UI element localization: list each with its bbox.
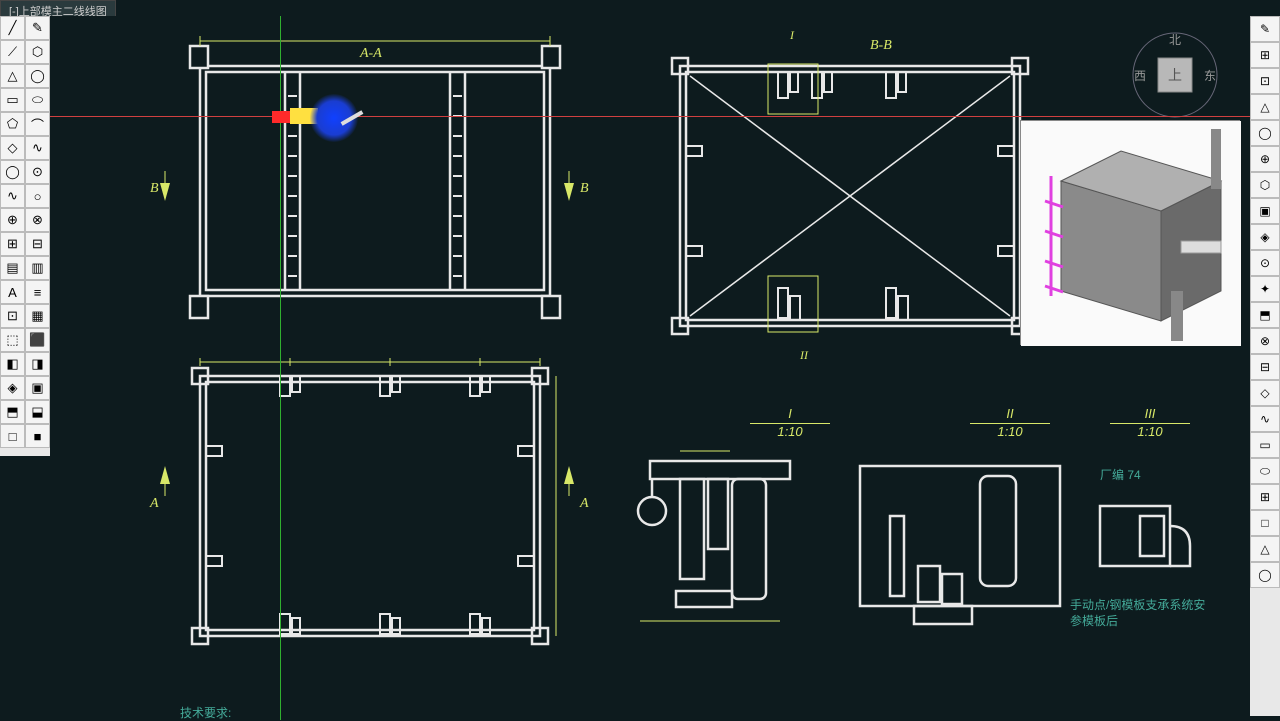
callout-i: I [790, 28, 794, 43]
panel-button[interactable]: ⬒ [1250, 302, 1280, 328]
callout-ii: II [800, 348, 808, 363]
panel-button[interactable]: ⊗ [1250, 328, 1280, 354]
3d-preview[interactable] [1020, 120, 1240, 345]
tool-button[interactable]: ✎ [25, 16, 50, 40]
tool-button[interactable]: ⟋ [0, 40, 25, 64]
tool-button[interactable]: ⊙ [25, 160, 50, 184]
note-d3: 厂编 74 [1100, 466, 1141, 483]
tool-button[interactable]: ⌒ [25, 112, 50, 136]
tool-button[interactable]: ⬓ [25, 400, 50, 424]
panel-button[interactable]: ◯ [1250, 562, 1280, 588]
detail-1 [620, 441, 820, 641]
tool-button[interactable]: ▤ [0, 256, 25, 280]
tool-button[interactable]: ⊟ [25, 232, 50, 256]
plan-view [180, 356, 560, 666]
panel-button[interactable]: ∿ [1250, 406, 1280, 432]
draw-toolbar: ╱✎⟋⬡△◯▭⬭⬠⌒◇∿◯⊙∿○⊕⊗⊞⊟▤▥A≡⊡▦⬚⬛◧◨◈▣⬒⬓□■ [0, 16, 50, 456]
crosshair-h [50, 116, 1250, 117]
panel-button[interactable]: ⬭ [1250, 458, 1280, 484]
tool-button[interactable]: ◧ [0, 352, 25, 376]
detail-3 [1090, 476, 1220, 586]
tool-button[interactable]: ≡ [25, 280, 50, 304]
tool-button[interactable]: ◈ [0, 376, 25, 400]
arrow-a-right: A [580, 496, 589, 512]
tool-button[interactable]: ◨ [25, 352, 50, 376]
tool-button[interactable]: ◯ [25, 64, 50, 88]
tool-button[interactable]: ⊕ [0, 208, 25, 232]
tech-req: 技术要求: [180, 704, 231, 721]
panel-button[interactable]: △ [1250, 94, 1280, 120]
grip-marker [272, 111, 290, 123]
panel-button[interactable]: ✎ [1250, 16, 1280, 42]
panel-button[interactable]: ⊙ [1250, 250, 1280, 276]
arrow-b-right: B [580, 181, 589, 197]
tool-button[interactable]: A [0, 280, 25, 304]
tool-button[interactable]: ⊞ [0, 232, 25, 256]
label-aa: A-A [360, 46, 382, 62]
section-aa [180, 36, 570, 326]
panel-button[interactable]: ▣ [1250, 198, 1280, 224]
tool-button[interactable]: ⬠ [0, 112, 25, 136]
tool-button[interactable]: △ [0, 64, 25, 88]
svg-text:东: 东 [1204, 69, 1216, 83]
tool-button[interactable]: ⬚ [0, 328, 25, 352]
note-1: 手动点/钢模板支承系统安 [1070, 596, 1205, 613]
detail-2-label: II 1:10 [970, 406, 1050, 439]
arrow-a-left: A [150, 496, 159, 512]
detail-1-label: I 1:10 [750, 406, 830, 439]
tool-button[interactable]: ◇ [0, 136, 25, 160]
panel-button[interactable]: ⊞ [1250, 42, 1280, 68]
tool-button[interactable]: ╱ [0, 16, 25, 40]
label-bb: B-B [870, 38, 892, 54]
panel-button[interactable]: ⊡ [1250, 68, 1280, 94]
viewcube[interactable]: 上 北 东 西 [1130, 30, 1220, 120]
detail-2 [850, 456, 1070, 646]
panel-button[interactable]: ◯ [1250, 120, 1280, 146]
tool-button[interactable]: ■ [25, 424, 50, 448]
panel-button[interactable]: □ [1250, 510, 1280, 536]
svg-text:上: 上 [1168, 67, 1182, 83]
panel-button[interactable]: ◈ [1250, 224, 1280, 250]
tool-button[interactable]: ▦ [25, 304, 50, 328]
section-bb [660, 46, 1040, 346]
panel-button[interactable]: ⊞ [1250, 484, 1280, 510]
panel-button[interactable]: ⊕ [1250, 146, 1280, 172]
tool-button[interactable]: ⬒ [0, 400, 25, 424]
svg-text:北: 北 [1169, 33, 1181, 47]
panel-button[interactable]: ▭ [1250, 432, 1280, 458]
tool-button[interactable]: ⬛ [25, 328, 50, 352]
tool-button[interactable]: ⬡ [25, 40, 50, 64]
tool-button[interactable]: □ [0, 424, 25, 448]
svg-text:西: 西 [1134, 69, 1146, 83]
tool-button[interactable]: ○ [25, 184, 50, 208]
panel-button[interactable]: ⊟ [1250, 354, 1280, 380]
tool-button[interactable]: ∿ [0, 184, 25, 208]
tool-button[interactable]: ▥ [25, 256, 50, 280]
tool-button[interactable]: ◯ [0, 160, 25, 184]
tool-button[interactable]: ∿ [25, 136, 50, 160]
panel-button[interactable]: ◇ [1250, 380, 1280, 406]
panel-button[interactable]: ⬡ [1250, 172, 1280, 198]
tool-button[interactable]: ⊡ [0, 304, 25, 328]
tool-button[interactable]: ▣ [25, 376, 50, 400]
right-toolbar: ✎⊞⊡△◯⊕⬡▣◈⊙✦⬒⊗⊟◇∿▭⬭⊞□△◯ [1250, 16, 1280, 716]
note-2: 参模板后 [1070, 612, 1118, 629]
tool-button[interactable]: ▭ [0, 88, 25, 112]
panel-button[interactable]: ✦ [1250, 276, 1280, 302]
detail-3-label: III 1:10 [1110, 406, 1190, 439]
panel-button[interactable]: △ [1250, 536, 1280, 562]
tool-button[interactable]: ⬭ [25, 88, 50, 112]
tool-button[interactable]: ⊗ [25, 208, 50, 232]
